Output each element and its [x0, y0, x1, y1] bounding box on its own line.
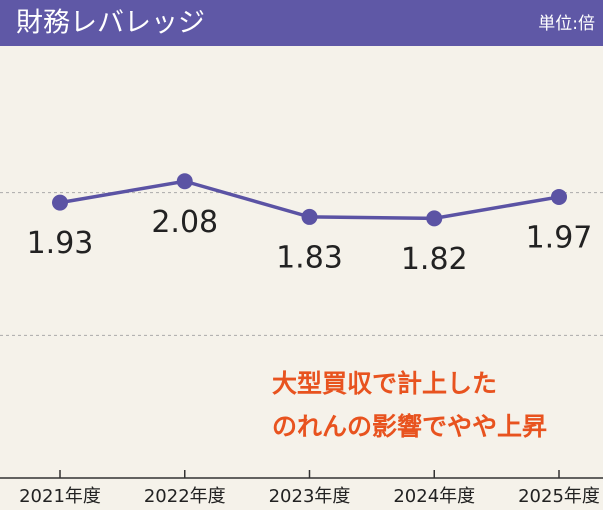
point	[52, 194, 68, 211]
unit-label: 単位:倍	[538, 14, 595, 34]
x-tick-label: 2025年度	[518, 486, 600, 507]
data-label: 1.93	[27, 226, 94, 261]
point	[551, 188, 567, 205]
data-label: 2.08	[151, 205, 218, 240]
point	[426, 210, 443, 227]
x-tick-label: 2021年度	[19, 486, 101, 507]
x-tick-label: 2023年度	[269, 486, 351, 507]
annotation: のれんの影響でやや上昇	[272, 412, 547, 441]
header-bar	[0, 0, 603, 46]
annotation: 大型買収で計上した	[272, 369, 497, 398]
data-label: 1.82	[401, 242, 468, 277]
point	[176, 173, 193, 190]
chart-title: 財務レバレッジ	[16, 8, 205, 39]
data-label: 1.83	[276, 240, 343, 275]
x-tick-label: 2024年度	[393, 486, 475, 507]
x-tick-label: 2022年度	[144, 486, 226, 507]
point	[301, 208, 318, 225]
data-label: 1.97	[526, 220, 593, 255]
